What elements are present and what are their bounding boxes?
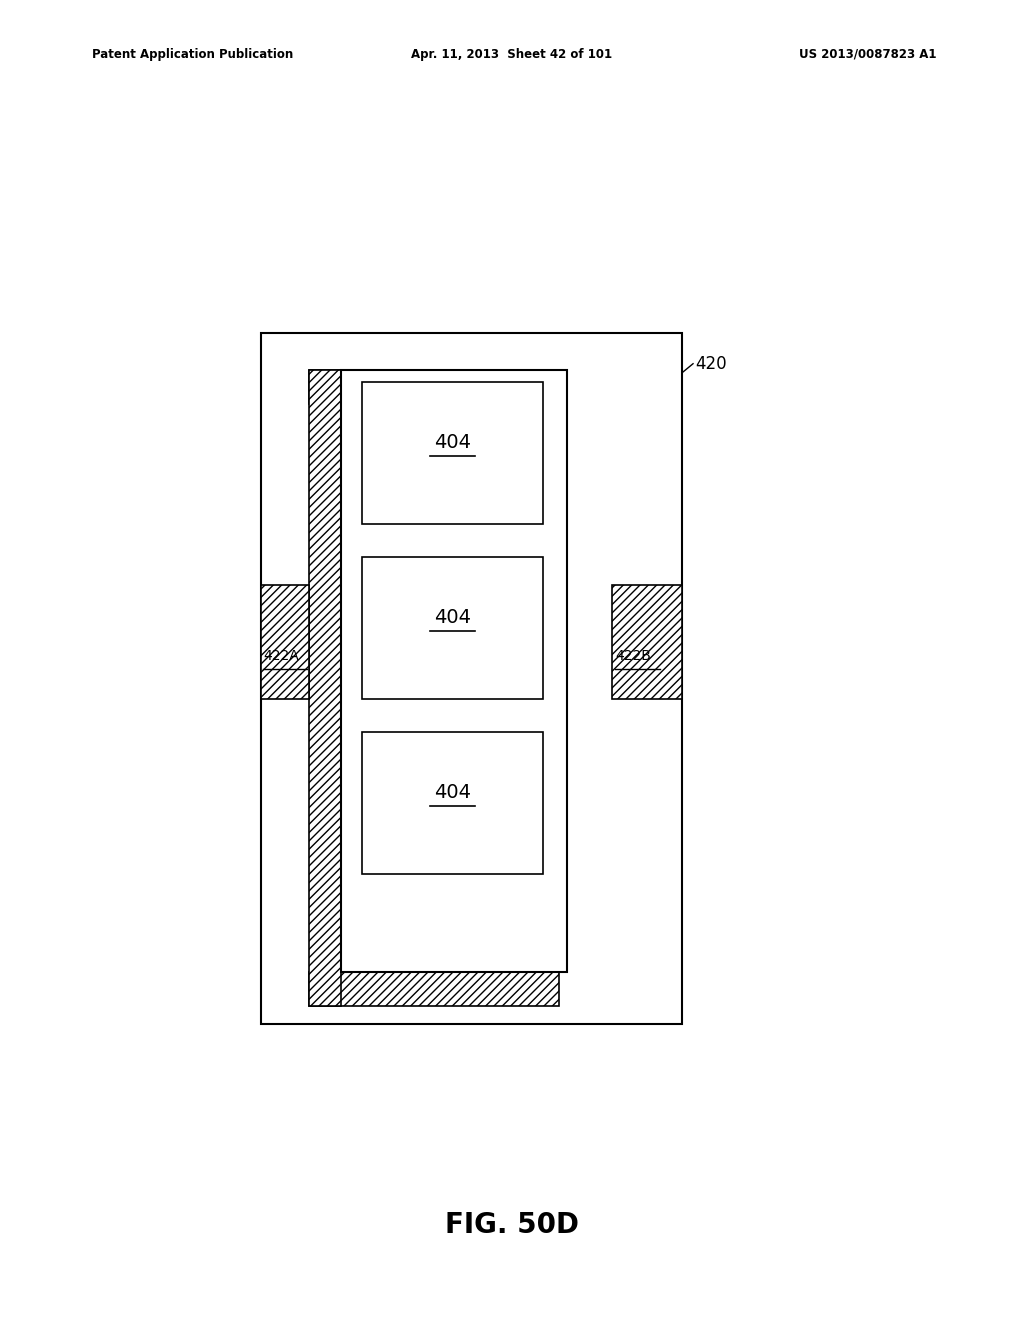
Text: 404: 404 xyxy=(434,433,471,453)
Text: Patent Application Publication: Patent Application Publication xyxy=(92,48,294,61)
Text: US 2013/0087823 A1: US 2013/0087823 A1 xyxy=(800,48,937,61)
Bar xyxy=(362,731,543,874)
Bar xyxy=(612,585,682,700)
Bar xyxy=(261,333,682,1024)
Text: 420: 420 xyxy=(695,355,727,372)
Bar xyxy=(362,381,543,524)
Bar xyxy=(309,370,341,1006)
Bar xyxy=(309,972,559,1006)
Text: 422A: 422A xyxy=(263,649,299,664)
Bar xyxy=(309,370,559,404)
Bar xyxy=(261,585,309,700)
Text: 422B: 422B xyxy=(615,649,651,664)
Text: FIG. 50D: FIG. 50D xyxy=(445,1210,579,1239)
Text: 404: 404 xyxy=(434,609,471,627)
Bar xyxy=(341,370,567,972)
Bar xyxy=(362,557,543,700)
Text: Apr. 11, 2013  Sheet 42 of 101: Apr. 11, 2013 Sheet 42 of 101 xyxy=(412,48,612,61)
Text: 404: 404 xyxy=(434,783,471,803)
